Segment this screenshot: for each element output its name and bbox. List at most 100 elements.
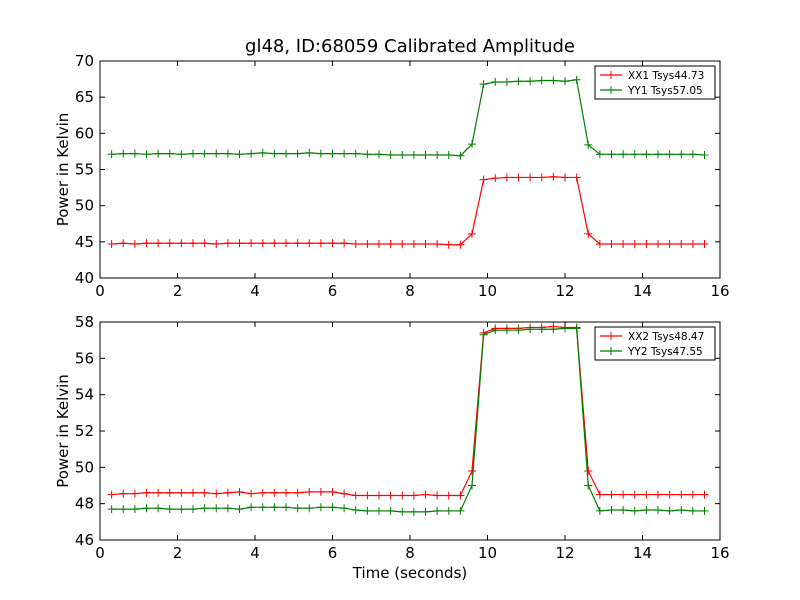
top-series-1-point (433, 240, 442, 249)
top-series-2-point (142, 150, 151, 159)
bottom-series-2-point (165, 505, 174, 514)
top-series-1-point (642, 240, 651, 249)
top-x-tick-label: 10 (478, 282, 497, 300)
top-series-2-point (514, 77, 523, 86)
bottom-x-tick-label: 8 (405, 544, 415, 562)
bottom-x-tick-label: 2 (173, 544, 183, 562)
top-series-2-point (468, 140, 476, 149)
top-series-1-point (665, 240, 674, 249)
top-series-2-point (282, 149, 290, 158)
top-series-2-point (223, 149, 232, 158)
top-x-tick-label: 8 (405, 282, 415, 300)
top-series-1-point (177, 239, 186, 248)
bottom-series-1-point (688, 490, 697, 499)
top-series-2-point (677, 150, 686, 159)
bottom-series-1-point (444, 491, 453, 500)
bottom-series-1-point (642, 490, 651, 499)
top-series-1-point (328, 239, 337, 248)
top-series-2-point (305, 148, 314, 157)
top-series-2-point (572, 75, 581, 84)
bottom-series-2-point (572, 324, 581, 333)
bottom-series-1-point (584, 466, 593, 475)
bottom-series-2-point (130, 505, 139, 514)
top-series-2-point (363, 150, 372, 159)
bottom-series-1-point (235, 487, 244, 496)
top-y-axis-label: Power in Kelvin (54, 113, 72, 227)
top-x-tick-label: 2 (173, 282, 183, 300)
bottom-series-1-point (700, 490, 709, 499)
bottom-series-2-point (258, 503, 267, 512)
top-series-1-point (212, 240, 221, 249)
top-series-2-point (130, 149, 139, 158)
top-series-1-point (130, 240, 139, 249)
top-series-2-point (316, 149, 325, 158)
top-series-2-point (654, 150, 662, 159)
top-series-1-point (584, 229, 593, 238)
top-series-2-point (479, 80, 488, 89)
top-x-tick-label: 4 (250, 282, 260, 300)
bottom-series-2-point (142, 504, 151, 513)
bottom-series-2-point (433, 506, 442, 515)
bottom-y-tick-label: 50 (75, 458, 94, 476)
top-series-1-point (677, 240, 686, 249)
top-series-2-point (154, 149, 163, 158)
top-y-tick-label: 40 (75, 269, 94, 287)
bottom-series-1-point (247, 489, 256, 498)
bottom-series-2-point (607, 506, 616, 515)
top-series-2-point (642, 150, 651, 159)
top-series-1-point (223, 239, 232, 248)
top-series-1-point (386, 240, 395, 249)
top-legend-box (594, 65, 716, 100)
top-series-2-point (107, 150, 116, 159)
bottom-series-2-point (200, 504, 209, 513)
top-series-2-point (421, 151, 430, 160)
bottom-series-1-point (421, 490, 430, 499)
bottom-series-1-point (433, 491, 442, 500)
top-series-2-point (398, 151, 407, 160)
top-series-2-point (549, 76, 558, 85)
top-series-1-point (444, 240, 453, 249)
top-series-2-point (584, 140, 593, 149)
top-series-2-point (386, 151, 395, 160)
top-series-1-point (270, 239, 279, 248)
bottom-series-2-point (398, 507, 407, 516)
bottom-series-1-point (351, 491, 360, 500)
top-series-1-point (700, 240, 709, 249)
top-series-2-point (688, 150, 697, 159)
top-series-1-point (154, 239, 163, 248)
bottom-series-1-point (223, 488, 232, 497)
top-series-2-point (502, 77, 511, 86)
bottom-y-tick-label: 56 (75, 349, 94, 367)
bottom-legend-label: YY2 Tsys47.55 (627, 346, 703, 358)
top-series-2-point (456, 151, 465, 160)
top-x-tick-label: 6 (328, 282, 338, 300)
top-series-1-point (479, 175, 488, 184)
top-series-1-point (340, 239, 349, 248)
bottom-y-tick-label: 48 (75, 495, 94, 513)
bottom-series-1-point (607, 490, 616, 499)
top-series-2-point (328, 149, 337, 158)
bottom-series-2-point (502, 326, 511, 335)
top-series-2-point (595, 150, 604, 159)
top-legend-label: XX1 Tsys44.73 (628, 70, 704, 82)
bottom-series-2-point (677, 506, 686, 515)
top-series-2-point (235, 150, 244, 159)
bottom-x-tick-label: 16 (710, 544, 729, 562)
top-plot-panel: 0 2 4 6 8 10 12 14 16 40 45 50 55 60 65 70 Power in Kelv… (54, 52, 730, 300)
bottom-series-1-point (316, 487, 325, 496)
top-y-tick-label: 60 (75, 124, 94, 142)
top-series-1-point (363, 240, 372, 249)
bottom-series-1-point (456, 491, 465, 500)
bottom-series-1-point (154, 488, 163, 497)
top-series-1-point (572, 173, 581, 182)
bottom-series-2-point (665, 506, 674, 515)
top-series-1-point (142, 239, 151, 248)
top-series-1-point (293, 239, 302, 248)
bottom-series-2-point (700, 506, 709, 515)
bottom-series-2-point (223, 504, 232, 513)
bottom-series-1-point (654, 490, 662, 499)
top-series-1-point (421, 240, 430, 249)
top-series-1-point (189, 239, 197, 248)
bottom-legend-box (594, 326, 716, 361)
